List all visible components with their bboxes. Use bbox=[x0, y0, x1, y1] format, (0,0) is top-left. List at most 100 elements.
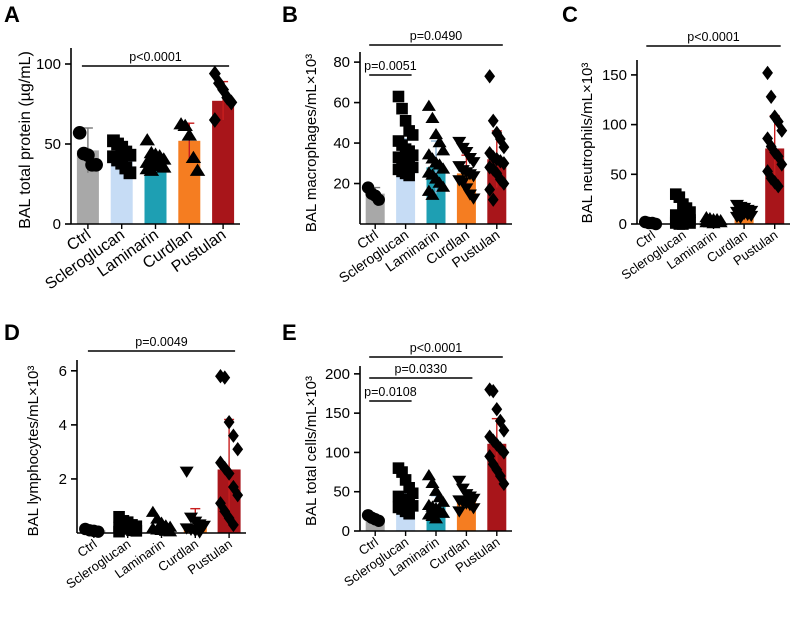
data-point bbox=[372, 514, 385, 527]
y-tick-label: 150 bbox=[602, 67, 627, 84]
data-point bbox=[498, 445, 510, 460]
y-tick-label: 20 bbox=[333, 176, 350, 193]
data-point bbox=[776, 157, 788, 172]
bar-pustulan bbox=[212, 100, 235, 224]
data-point bbox=[92, 525, 105, 538]
y-tick-label: 200 bbox=[325, 366, 350, 383]
y-axis-title: BAL total protein (µg/mL) bbox=[17, 51, 34, 229]
data-point bbox=[392, 90, 405, 103]
data-point bbox=[406, 161, 419, 174]
data-point bbox=[436, 495, 451, 507]
y-tick-label: 0 bbox=[53, 216, 61, 233]
y-tick-label: 80 bbox=[333, 54, 350, 71]
data-point bbox=[143, 163, 160, 176]
data-point bbox=[498, 176, 510, 191]
panel-letter: D bbox=[4, 320, 20, 345]
y-tick-label: 50 bbox=[333, 484, 350, 501]
p-value-label: p=0.0330 bbox=[395, 362, 448, 376]
data-point bbox=[459, 183, 474, 195]
data-point bbox=[232, 442, 244, 457]
data-point bbox=[684, 217, 696, 229]
data-point bbox=[130, 525, 143, 537]
y-tick-label: 40 bbox=[333, 135, 350, 152]
data-point bbox=[396, 466, 408, 478]
data-point bbox=[421, 469, 436, 481]
data-point bbox=[452, 506, 467, 518]
panel-D: D BAL lymphocytes/mL×10³ 246CtrlSclerogl… bbox=[4, 320, 246, 592]
data-point bbox=[219, 370, 231, 385]
data-point bbox=[706, 217, 721, 229]
p-value-label: p<0.0001 bbox=[410, 341, 463, 355]
data-point bbox=[372, 193, 385, 206]
panel-B: B BAL macrophages/mL×10³ 20406080CtrlScl… bbox=[282, 2, 512, 286]
data-point bbox=[89, 157, 103, 172]
data-point bbox=[452, 136, 467, 149]
panel-A: A BAL total protein (µg/mL) 050100CtrlSc… bbox=[4, 2, 240, 293]
data-point bbox=[185, 150, 202, 164]
data-point bbox=[399, 115, 412, 127]
y-tick-label: 2 bbox=[59, 471, 67, 488]
p-value-label: p=0.0049 bbox=[135, 335, 188, 349]
y-axis-title: BAL neutrophils/mL×10³ bbox=[579, 63, 596, 224]
data-point bbox=[765, 89, 777, 104]
p-value-label: p=0.0490 bbox=[410, 29, 463, 43]
data-point bbox=[466, 193, 481, 205]
y-axis-title: BAL total cells/mL×10³ bbox=[303, 376, 320, 526]
y-tick-label: 50 bbox=[44, 136, 61, 153]
y-tick-label: 4 bbox=[59, 417, 67, 434]
data-point bbox=[396, 102, 408, 115]
plot-area: 050100CtrlScleroglucanLaminarinCurdlanPu… bbox=[36, 48, 240, 293]
data-point bbox=[223, 466, 235, 481]
data-point bbox=[123, 166, 137, 180]
data-point bbox=[156, 160, 172, 173]
data-point bbox=[452, 475, 467, 487]
data-point bbox=[406, 129, 419, 141]
data-point bbox=[228, 517, 239, 533]
data-point bbox=[406, 149, 419, 161]
panel-letter: A bbox=[4, 2, 20, 27]
data-point bbox=[406, 500, 419, 512]
data-point bbox=[399, 474, 412, 486]
data-point bbox=[491, 402, 503, 417]
data-point bbox=[177, 118, 193, 132]
panel-letter: C bbox=[562, 2, 578, 27]
panel-C: C BAL neutrophils/mL×10³ 050100150CtrlSc… bbox=[562, 2, 790, 283]
data-point bbox=[466, 493, 481, 505]
bar-laminarin bbox=[144, 163, 167, 224]
panel-letter: E bbox=[282, 320, 297, 345]
data-point bbox=[225, 94, 238, 111]
p-value-label: p<0.0001 bbox=[129, 50, 182, 64]
data-point bbox=[403, 507, 415, 520]
data-point bbox=[429, 127, 443, 140]
data-point bbox=[189, 163, 206, 176]
data-point bbox=[425, 188, 440, 200]
data-point bbox=[484, 182, 496, 197]
data-point bbox=[228, 428, 239, 443]
y-tick-label: 0 bbox=[342, 523, 350, 540]
y-tick-label: 0 bbox=[619, 216, 627, 233]
data-point bbox=[421, 99, 436, 111]
data-point bbox=[744, 210, 759, 223]
data-point bbox=[733, 212, 748, 225]
y-axis-title: BAL lymphocytes/mL×10³ bbox=[25, 366, 42, 537]
data-point bbox=[208, 112, 221, 128]
data-point bbox=[436, 180, 451, 192]
data-point bbox=[436, 162, 451, 174]
y-tick-label: 6 bbox=[59, 363, 67, 380]
data-point bbox=[466, 503, 481, 515]
y-tick-label: 60 bbox=[333, 95, 350, 112]
panel-letter: B bbox=[282, 2, 298, 27]
data-point bbox=[181, 128, 197, 141]
plot-area: 20406080CtrlScleroglucanLaminarinCurdlan… bbox=[333, 29, 512, 286]
data-point bbox=[139, 133, 155, 146]
data-point bbox=[498, 139, 510, 155]
data-point bbox=[72, 125, 87, 140]
y-tick-label: 100 bbox=[602, 117, 627, 134]
y-axis-title: BAL macrophages/mL×10³ bbox=[303, 54, 320, 232]
data-point bbox=[436, 506, 451, 518]
data-point bbox=[232, 487, 244, 503]
p-value-label: p<0.0001 bbox=[687, 30, 740, 44]
data-point bbox=[498, 423, 510, 438]
data-point bbox=[113, 525, 125, 538]
